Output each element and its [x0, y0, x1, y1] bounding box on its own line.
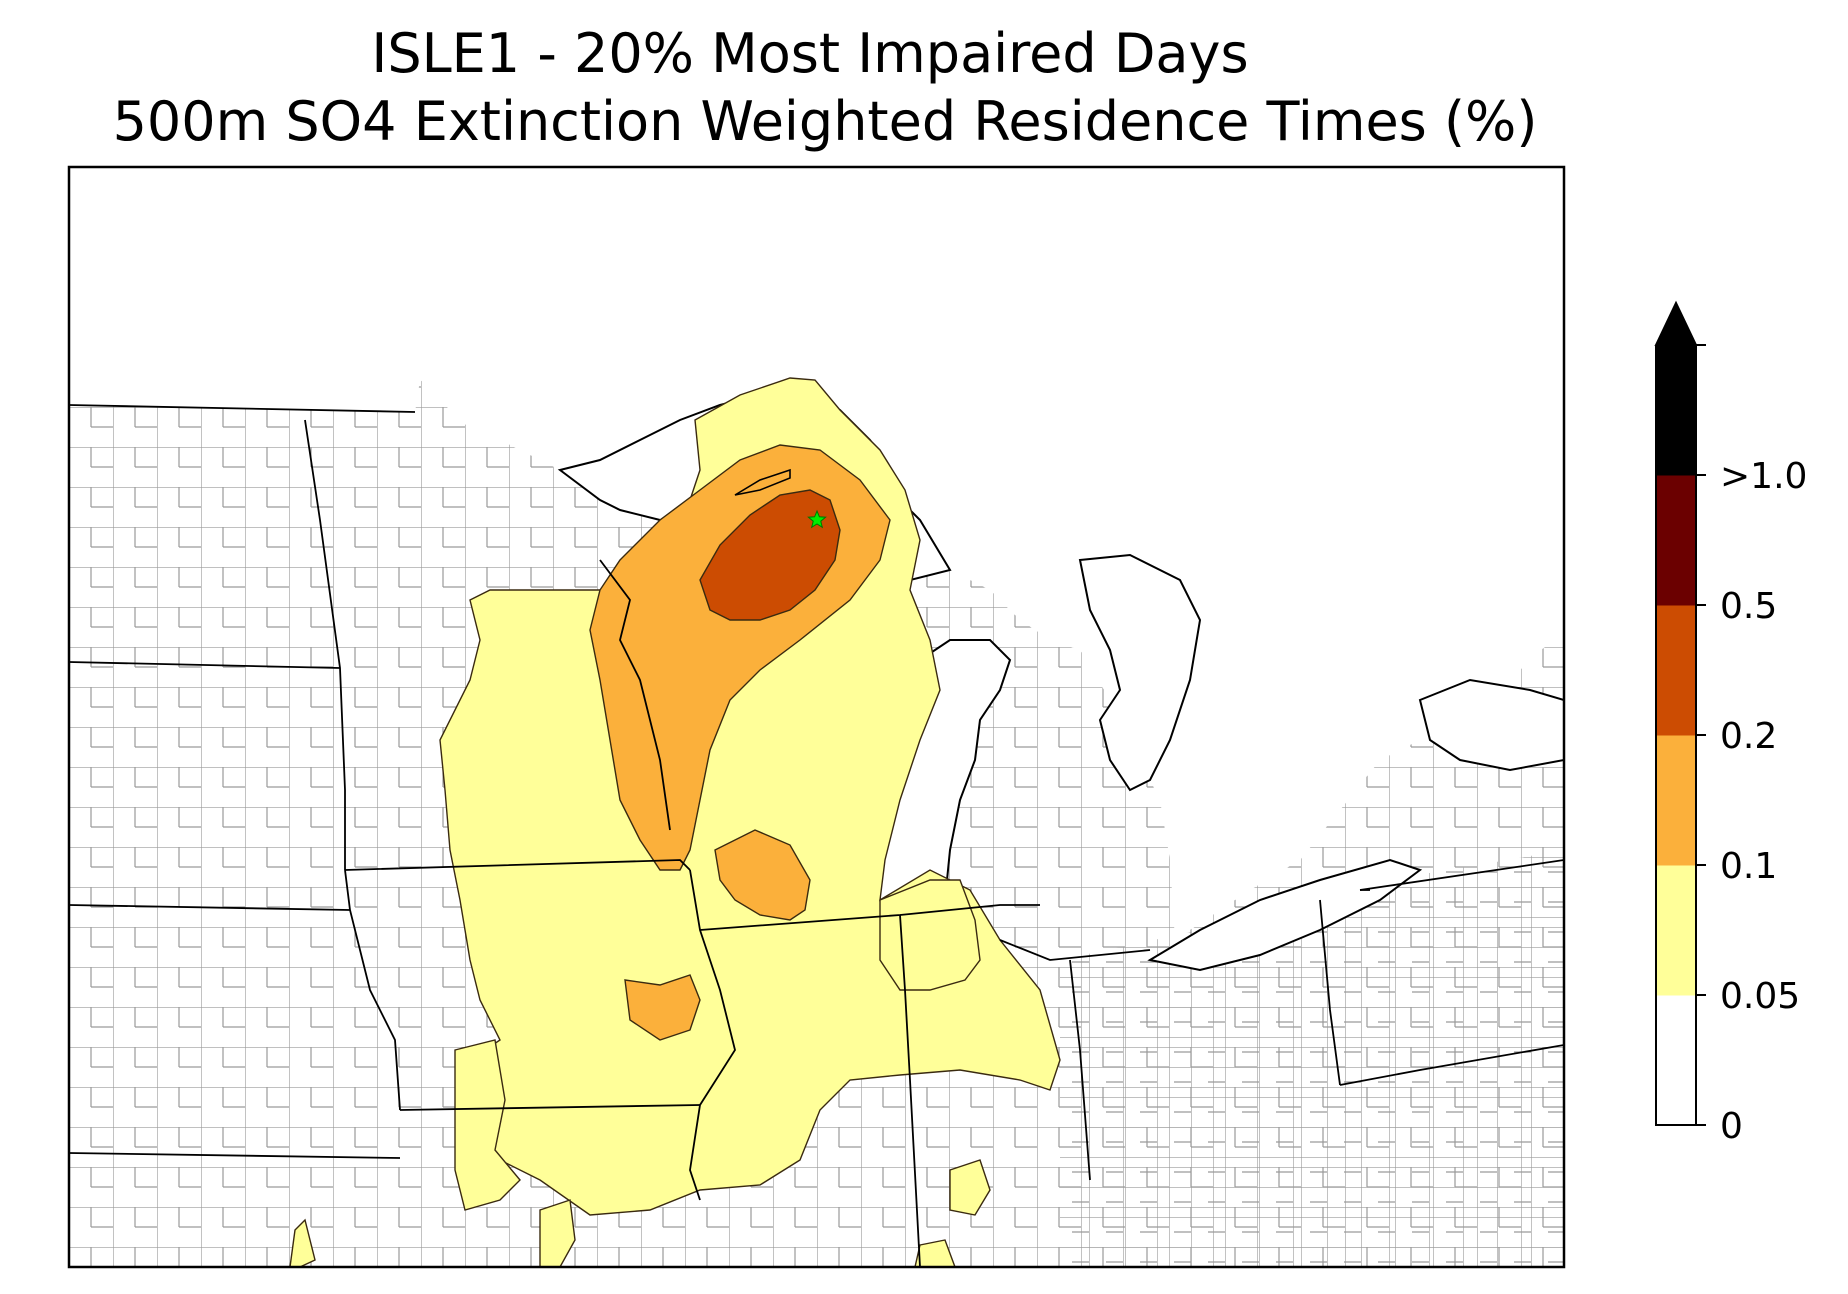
colorbar-tick-label: 0 [1720, 1106, 1743, 1147]
colorbar-tick-label: 0.1 [1720, 846, 1777, 887]
colorbar-segment [1656, 605, 1696, 736]
isle-royale-outline [734, 468, 791, 496]
lake-erie [1147, 858, 1423, 972]
contour-patch-illinois [949, 1159, 991, 1216]
colorbar-tick-label: >1.0 [1720, 456, 1807, 497]
colorbar-segment [1656, 995, 1696, 1126]
title-line-1: ISLE1 - 20% Most Impaired Days [371, 22, 1248, 85]
colorbar: 0 0.05 0.1 0.2 0.5 >1.0 [1654, 300, 1807, 1147]
contour-level-0.2 [699, 489, 841, 621]
colorbar-segment [1656, 475, 1696, 606]
contour-level-0.1-center [714, 829, 811, 921]
colorbar-segment [1656, 345, 1696, 476]
colorbar-segment [1656, 865, 1696, 996]
contour-patch-missouri [539, 1199, 576, 1267]
contour-level-0.1-south [624, 974, 701, 1041]
contour-patch-iowa [454, 1039, 521, 1211]
map-frame [67, 165, 1566, 1269]
contour-patch-kentucky [914, 1239, 956, 1267]
colorbar-tick-label: 0.2 [1720, 716, 1777, 757]
state-boundaries [69, 404, 1564, 1267]
colorbar-tick-label: 0.05 [1720, 976, 1800, 1017]
contour-patch-kansas [289, 1218, 316, 1267]
colorbar-tick-label: 0.5 [1720, 586, 1777, 627]
lake-ontario [1418, 678, 1564, 772]
lake-huron [1078, 553, 1202, 792]
contour-level-0.05-lake-lobe [879, 879, 981, 991]
title-line-2: 500m SO4 Extinction Weighted Residence T… [113, 90, 1538, 153]
map-panel [69, 167, 1564, 1267]
colorbar-extend-arrow [1654, 300, 1698, 346]
site-marker-star-icon [807, 509, 827, 529]
colorbar-segment [1656, 735, 1696, 866]
